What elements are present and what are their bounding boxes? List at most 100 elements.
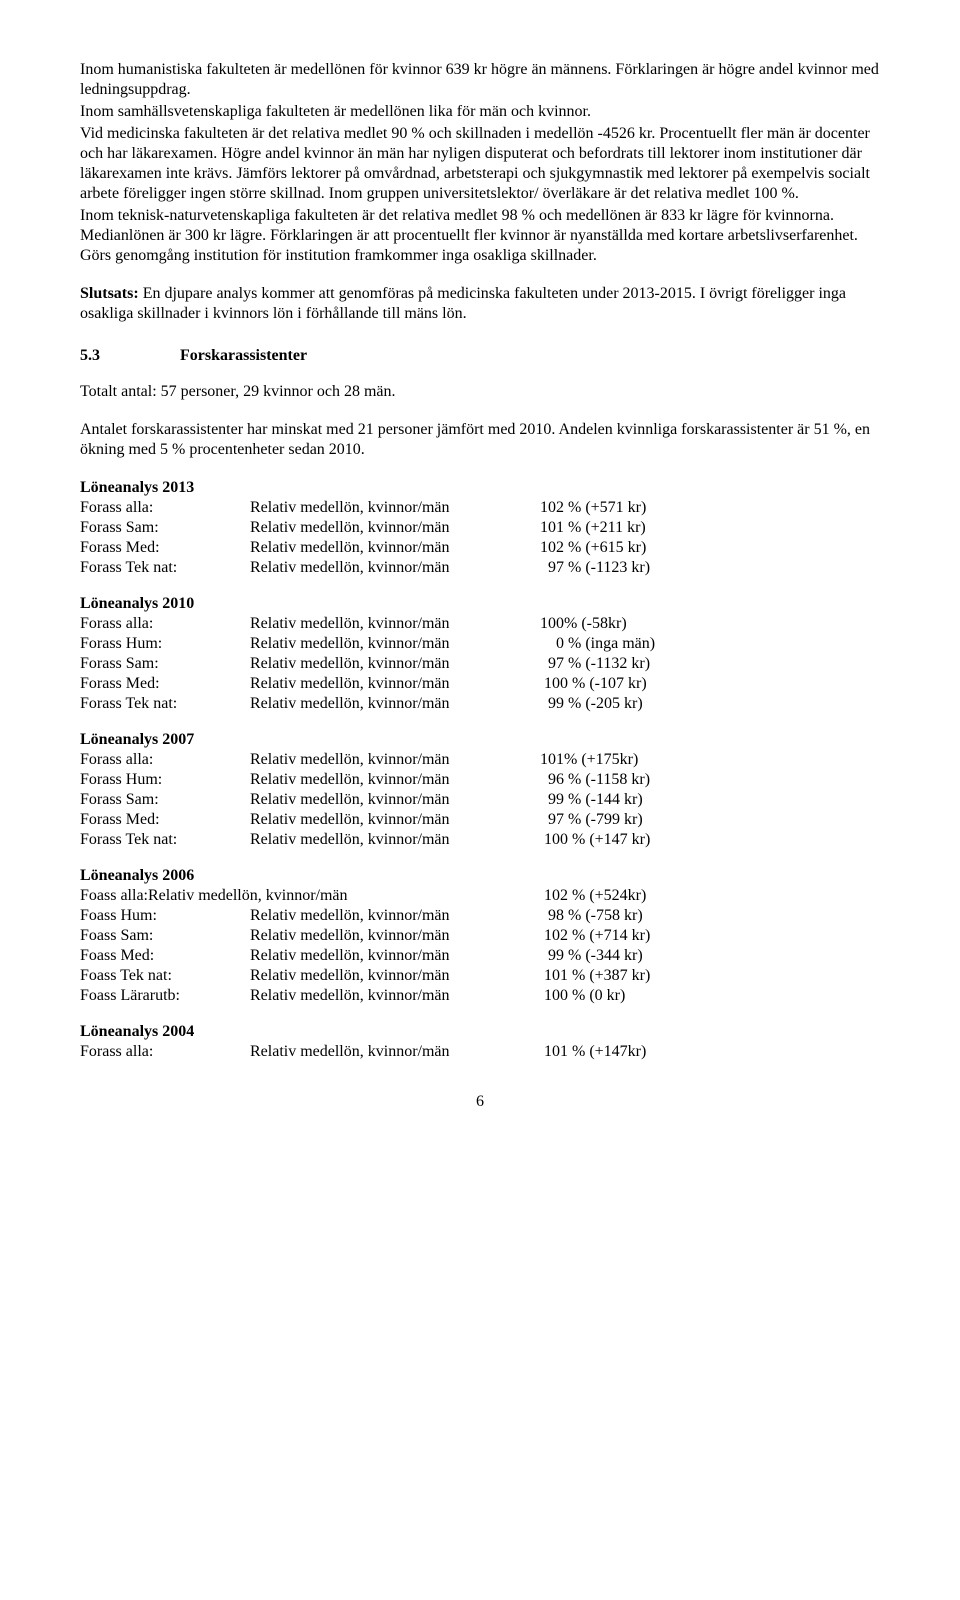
table-row: Forass alla:Relativ medellön, kvinnor/mä… — [80, 750, 880, 770]
row-label: Foass Tek nat: — [80, 966, 250, 986]
row-label: Forass alla: — [80, 498, 250, 518]
row-label: Forass Hum: — [80, 634, 250, 654]
table-row: Foass Sam:Relativ medellön, kvinnor/män … — [80, 926, 880, 946]
row-label: Foass alla:Relativ medellön, kvinnor/män — [80, 886, 400, 906]
row-label: Forass Med: — [80, 810, 250, 830]
row-value: 99 % (-344 kr) — [540, 946, 880, 966]
totalt-line: Totalt antal: 57 personer, 29 kvinnor oc… — [80, 382, 880, 402]
intro-p1b: Inom samhällsvetenskapliga fakulteten är… — [80, 102, 880, 122]
row-label: Foass Sam: — [80, 926, 250, 946]
row-value: 100 % (-107 kr) — [540, 674, 880, 694]
row-metric: Relativ medellön, kvinnor/män — [250, 538, 540, 558]
row-metric: Relativ medellön, kvinnor/män — [250, 770, 540, 790]
row-metric: Relativ medellön, kvinnor/män — [250, 830, 540, 850]
row-metric: Relativ medellön, kvinnor/män — [250, 966, 540, 986]
row-label: Foass Med: — [80, 946, 250, 966]
row-value: 97 % (-1132 kr) — [540, 654, 880, 674]
row-metric: Relativ medellön, kvinnor/män — [250, 498, 540, 518]
row-value: 102 % (+615 kr) — [540, 538, 880, 558]
row-label: Forass Sam: — [80, 518, 250, 538]
intro-paragraphs: Inom humanistiska fakulteten är medellön… — [80, 60, 880, 266]
row-metric: Relativ medellön, kvinnor/män — [250, 654, 540, 674]
row-metric: Relativ medellön, kvinnor/män — [250, 946, 540, 966]
row-value: 102 % (+571 kr) — [540, 498, 880, 518]
loneanalys-2013-head: Löneanalys 2013 — [80, 478, 880, 498]
row-value: 99 % (-144 kr) — [540, 790, 880, 810]
table-row: Forass Med:Relativ medellön, kvinnor/män… — [80, 810, 880, 830]
table-row: Forass Med:Relativ medellön, kvinnor/män… — [80, 674, 880, 694]
page-number: 6 — [80, 1092, 880, 1112]
row-value: 101 % (+147kr) — [540, 1042, 880, 1062]
row-label: Forass alla: — [80, 1042, 250, 1062]
row-label: Forass Tek nat: — [80, 694, 250, 714]
loneanalys-2010-table: Forass alla:Relativ medellön, kvinnor/mä… — [80, 614, 880, 714]
row-label: Forass Med: — [80, 538, 250, 558]
row-label: Forass Tek nat: — [80, 830, 250, 850]
row-label: Foass Lärarutb: — [80, 986, 250, 1006]
row-value: 98 % (-758 kr) — [540, 906, 880, 926]
row-metric: Relativ medellön, kvinnor/män — [250, 674, 540, 694]
table-row: Forass Tek nat:Relativ medellön, kvinnor… — [80, 830, 880, 850]
table-row: Forass Sam:Relativ medellön, kvinnor/män… — [80, 654, 880, 674]
table-row: Foass Med:Relativ medellön, kvinnor/män … — [80, 946, 880, 966]
table-row: Forass alla:Relativ medellön, kvinnor/mä… — [80, 1042, 880, 1062]
section-name: Forskarassistenter — [180, 347, 307, 364]
row-value: 100 % (+147 kr) — [540, 830, 880, 850]
row-metric: Relativ medellön, kvinnor/män — [250, 810, 540, 830]
intro-p1c: Vid medicinska fakulteten är det relativ… — [80, 124, 880, 204]
loneanalys-2006-table: Foass alla:Relativ medellön, kvinnor/män… — [80, 886, 880, 1006]
slutsats-text: En djupare analys kommer att genomföras … — [80, 285, 846, 322]
row-metric: Relativ medellön, kvinnor/män — [250, 694, 540, 714]
table-row: Foass Lärarutb:Relativ medellön, kvinnor… — [80, 986, 880, 1006]
row-metric: Relativ medellön, kvinnor/män — [250, 634, 540, 654]
table-row: Forass Sam:Relativ medellön, kvinnor/män… — [80, 790, 880, 810]
loneanalys-2004-table: Forass alla:Relativ medellön, kvinnor/mä… — [80, 1042, 880, 1062]
row-label: Forass Sam: — [80, 790, 250, 810]
row-label: Foass Hum: — [80, 906, 250, 926]
section-number: 5.3 — [80, 346, 180, 366]
row-label: Forass Sam: — [80, 654, 250, 674]
row-metric: Relativ medellön, kvinnor/män — [250, 518, 540, 538]
row-metric: Relativ medellön, kvinnor/män — [250, 986, 540, 1006]
loneanalys-2013-table: Forass alla:Relativ medellön, kvinnor/mä… — [80, 498, 880, 578]
row-value: 97 % (-799 kr) — [540, 810, 880, 830]
antal-line: Antalet forskarassistenter har minskat m… — [80, 420, 880, 460]
row-metric: Relativ medellön, kvinnor/män — [250, 750, 540, 770]
table-row: Foass alla:Relativ medellön, kvinnor/män… — [80, 886, 880, 906]
row-label: Forass alla: — [80, 614, 250, 634]
row-value: 101 % (+387 kr) — [540, 966, 880, 986]
table-row: Forass alla:Relativ medellön, kvinnor/mä… — [80, 498, 880, 518]
row-value: 0 % (inga män) — [540, 634, 880, 654]
slutsats-block: Slutsats: En djupare analys kommer att g… — [80, 284, 880, 324]
table-row: Forass Tek nat:Relativ medellön, kvinnor… — [80, 694, 880, 714]
row-value: 102 % (+524kr) — [400, 886, 880, 906]
row-metric: Relativ medellön, kvinnor/män — [250, 926, 540, 946]
table-row: Forass alla:Relativ medellön, kvinnor/mä… — [80, 614, 880, 634]
table-row: Forass Hum:Relativ medellön, kvinnor/män… — [80, 770, 880, 790]
row-value: 97 % (-1123 kr) — [540, 558, 880, 578]
row-label: Forass Tek nat: — [80, 558, 250, 578]
row-value: 100 % (0 kr) — [540, 986, 880, 1006]
loneanalys-2007-head: Löneanalys 2007 — [80, 730, 880, 750]
row-value: 96 % (-1158 kr) — [540, 770, 880, 790]
row-value: 102 % (+714 kr) — [540, 926, 880, 946]
row-value: 101% (+175kr) — [540, 750, 880, 770]
loneanalys-2006-head: Löneanalys 2006 — [80, 866, 880, 886]
row-label: Forass alla: — [80, 750, 250, 770]
row-metric: Relativ medellön, kvinnor/män — [250, 558, 540, 578]
intro-p1a: Inom humanistiska fakulteten är medellön… — [80, 60, 880, 100]
table-row: Foass Tek nat:Relativ medellön, kvinnor/… — [80, 966, 880, 986]
row-label: Forass Med: — [80, 674, 250, 694]
row-metric: Relativ medellön, kvinnor/män — [250, 614, 540, 634]
row-label: Forass Hum: — [80, 770, 250, 790]
row-metric: Relativ medellön, kvinnor/män — [250, 1042, 540, 1062]
intro-p1d: Inom teknisk-naturvetenskapliga fakultet… — [80, 206, 880, 266]
table-row: Forass Hum:Relativ medellön, kvinnor/män… — [80, 634, 880, 654]
row-value: 101 % (+211 kr) — [540, 518, 880, 538]
row-metric: Relativ medellön, kvinnor/män — [250, 790, 540, 810]
loneanalys-2004-head: Löneanalys 2004 — [80, 1022, 880, 1042]
table-row: Forass Sam:Relativ medellön, kvinnor/män… — [80, 518, 880, 538]
loneanalys-2010-head: Löneanalys 2010 — [80, 594, 880, 614]
table-row: Forass Med:Relativ medellön, kvinnor/män… — [80, 538, 880, 558]
section-heading: 5.3Forskarassistenter — [80, 346, 880, 366]
